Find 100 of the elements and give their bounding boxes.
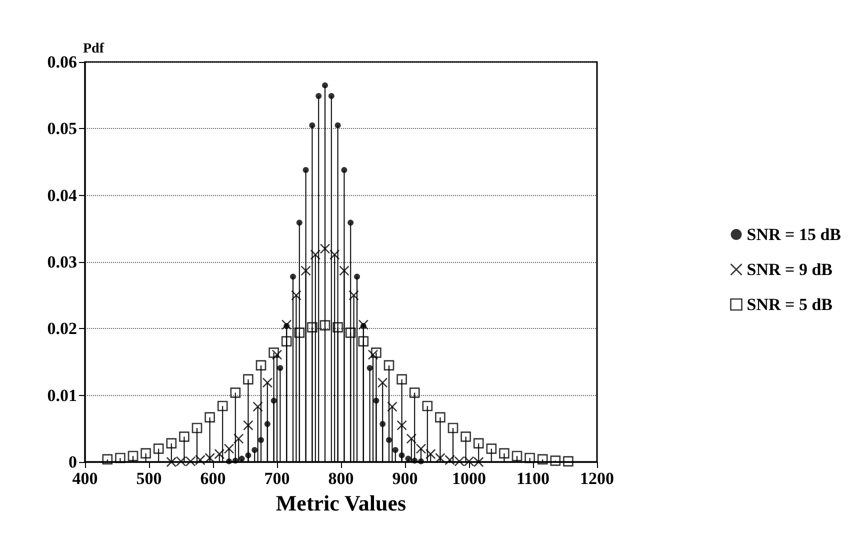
x-tick-label: 800 <box>328 469 354 488</box>
point <box>270 398 277 404</box>
point <box>309 122 316 128</box>
point <box>386 437 392 443</box>
point <box>256 360 266 370</box>
y-axis-title: Pdf <box>83 42 104 56</box>
x-tick-label: 1100 <box>516 469 550 488</box>
x-axis-title: Metric Values <box>276 490 406 516</box>
point <box>233 434 244 444</box>
point <box>339 266 350 276</box>
point <box>486 444 497 454</box>
point <box>243 374 254 384</box>
point <box>252 447 258 453</box>
point <box>384 360 394 370</box>
point <box>294 328 305 338</box>
point <box>102 454 113 464</box>
point <box>140 448 151 458</box>
x-tick-label: 400 <box>72 469 98 488</box>
point <box>307 322 318 332</box>
point <box>277 365 284 371</box>
point <box>368 350 378 360</box>
point <box>262 378 273 388</box>
point <box>322 82 328 88</box>
point <box>392 447 398 453</box>
point <box>448 422 458 434</box>
point <box>435 412 446 422</box>
point <box>396 420 407 430</box>
point <box>416 444 426 454</box>
point <box>166 438 177 448</box>
x-tick-label: 900 <box>392 469 418 488</box>
point <box>300 266 311 276</box>
point <box>268 348 279 358</box>
point <box>232 458 238 464</box>
point <box>238 456 245 462</box>
point <box>204 452 215 464</box>
y-tick-label: 0.04 <box>47 186 78 205</box>
point <box>460 432 471 442</box>
point <box>418 458 424 464</box>
point <box>345 328 356 338</box>
point <box>398 452 405 458</box>
point <box>214 448 225 460</box>
point <box>425 448 436 460</box>
y-tick-label: 0.02 <box>47 319 77 338</box>
y-tick-label: 0.03 <box>47 252 77 272</box>
point <box>230 388 241 398</box>
point <box>358 336 369 346</box>
x-tick-label: 1200 <box>580 469 614 488</box>
legend-label: SNR = 5 dB <box>746 295 833 314</box>
point <box>290 274 296 280</box>
point <box>166 456 177 468</box>
point <box>499 448 510 458</box>
point <box>354 274 360 280</box>
point <box>224 444 234 454</box>
point <box>524 452 535 464</box>
x-tick-label: 500 <box>136 469 162 488</box>
legend-label: SNR = 9 dB <box>746 260 833 279</box>
point <box>422 400 433 412</box>
point <box>217 400 228 412</box>
y-tick-label: 0.06 <box>47 52 77 72</box>
point <box>377 378 388 388</box>
point <box>153 444 164 454</box>
point <box>316 93 322 99</box>
point <box>128 450 138 462</box>
point <box>341 167 348 173</box>
point <box>358 320 369 330</box>
x-tick-label: 700 <box>264 469 290 488</box>
x-tick-label: 600 <box>200 469 226 488</box>
point <box>258 437 264 443</box>
point <box>281 320 292 330</box>
point <box>454 456 465 466</box>
point <box>115 452 126 464</box>
point <box>226 458 232 464</box>
point <box>396 374 407 384</box>
point <box>412 458 418 464</box>
point <box>192 422 202 434</box>
point <box>281 336 292 346</box>
point <box>296 220 302 226</box>
y-tick-label: 0.05 <box>47 119 77 138</box>
point <box>332 322 343 332</box>
point <box>371 348 382 358</box>
point <box>473 438 484 448</box>
point <box>406 434 417 444</box>
point <box>563 456 574 466</box>
point <box>348 220 354 226</box>
point <box>185 456 196 466</box>
y-tick-label: 0.01 <box>47 386 77 405</box>
point <box>512 450 522 462</box>
point <box>444 454 455 466</box>
legend-label: SNR = 15 dB <box>746 225 842 244</box>
point <box>473 456 484 468</box>
point <box>435 452 446 464</box>
point <box>537 454 548 464</box>
point <box>302 167 309 173</box>
point <box>320 320 330 330</box>
point <box>409 388 420 398</box>
point <box>328 93 334 99</box>
point <box>329 250 340 260</box>
point <box>366 365 373 371</box>
point <box>380 421 386 427</box>
point <box>310 250 321 260</box>
